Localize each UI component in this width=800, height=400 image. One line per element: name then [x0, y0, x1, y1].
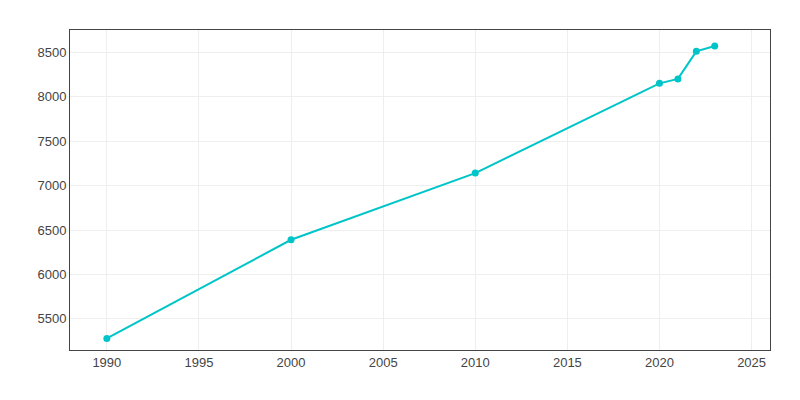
svg-text:7000: 7000: [37, 178, 66, 193]
svg-text:7500: 7500: [37, 134, 66, 149]
svg-text:2010: 2010: [461, 355, 490, 370]
svg-text:6000: 6000: [37, 267, 66, 282]
svg-text:1995: 1995: [184, 355, 213, 370]
svg-text:2015: 2015: [553, 355, 582, 370]
svg-text:5500: 5500: [37, 311, 66, 326]
svg-text:2020: 2020: [645, 355, 674, 370]
svg-text:8500: 8500: [37, 45, 66, 60]
svg-text:1990: 1990: [92, 355, 121, 370]
svg-text:2025: 2025: [737, 355, 766, 370]
svg-text:8000: 8000: [37, 89, 66, 104]
svg-text:2000: 2000: [277, 355, 306, 370]
svg-text:6500: 6500: [37, 223, 66, 238]
svg-text:2005: 2005: [369, 355, 398, 370]
